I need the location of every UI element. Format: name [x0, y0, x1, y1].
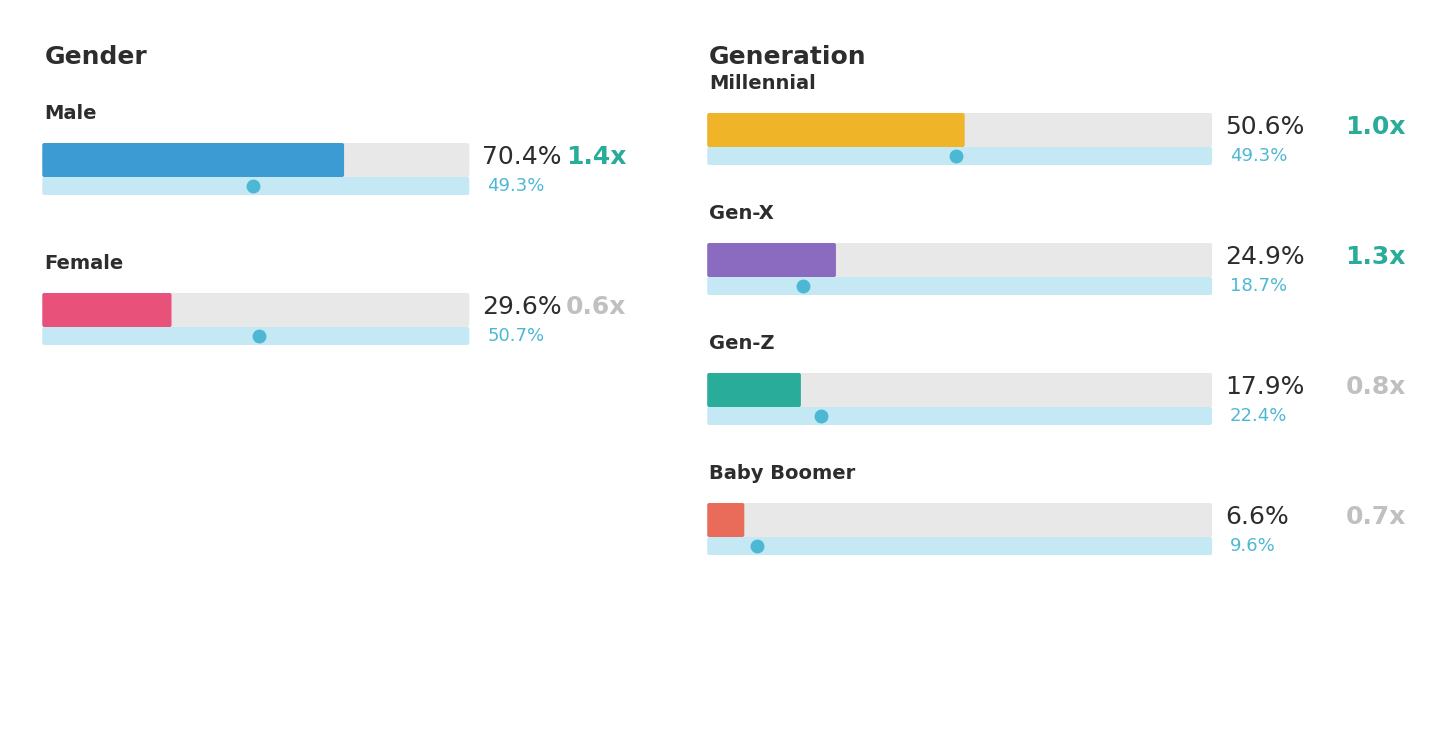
Text: Generation: Generation — [709, 45, 867, 69]
FancyBboxPatch shape — [708, 277, 1213, 295]
FancyBboxPatch shape — [708, 243, 1213, 277]
Text: 70.4%: 70.4% — [482, 145, 562, 169]
Text: 9.6%: 9.6% — [1230, 537, 1276, 555]
FancyBboxPatch shape — [43, 293, 469, 327]
Text: Female: Female — [44, 254, 123, 273]
FancyBboxPatch shape — [43, 293, 172, 327]
FancyBboxPatch shape — [708, 243, 837, 277]
Text: 49.3%: 49.3% — [1230, 147, 1287, 165]
Text: 18.7%: 18.7% — [1230, 277, 1287, 295]
Text: 1.3x: 1.3x — [1346, 245, 1406, 269]
FancyBboxPatch shape — [708, 113, 1213, 147]
Text: Gender: Gender — [44, 45, 147, 69]
FancyBboxPatch shape — [43, 177, 469, 195]
Text: Male: Male — [44, 104, 97, 123]
Text: 50.7%: 50.7% — [488, 327, 545, 345]
Text: 0.7x: 0.7x — [1346, 505, 1406, 529]
Text: 24.9%: 24.9% — [1226, 245, 1304, 269]
FancyBboxPatch shape — [708, 503, 744, 537]
Text: 17.9%: 17.9% — [1226, 375, 1304, 399]
FancyBboxPatch shape — [708, 147, 1213, 165]
FancyBboxPatch shape — [708, 503, 1213, 537]
Text: 22.4%: 22.4% — [1230, 407, 1287, 425]
Text: Gen-X: Gen-X — [709, 204, 774, 223]
FancyBboxPatch shape — [43, 143, 469, 177]
FancyBboxPatch shape — [43, 143, 345, 177]
FancyBboxPatch shape — [708, 373, 1213, 407]
Text: 6.6%: 6.6% — [1226, 505, 1288, 529]
Text: 0.6x: 0.6x — [566, 295, 626, 319]
Text: Gen-Z: Gen-Z — [709, 334, 775, 353]
Text: 29.6%: 29.6% — [482, 295, 562, 319]
FancyBboxPatch shape — [708, 537, 1213, 555]
Text: 50.6%: 50.6% — [1226, 115, 1304, 139]
Text: 1.0x: 1.0x — [1346, 115, 1406, 139]
Text: 1.4x: 1.4x — [566, 145, 626, 169]
FancyBboxPatch shape — [708, 407, 1213, 425]
Text: 0.8x: 0.8x — [1346, 375, 1406, 399]
Text: Millennial: Millennial — [709, 74, 817, 93]
Text: 49.3%: 49.3% — [488, 177, 545, 195]
FancyBboxPatch shape — [43, 327, 469, 345]
Text: Baby Boomer: Baby Boomer — [709, 464, 855, 483]
FancyBboxPatch shape — [708, 113, 965, 147]
FancyBboxPatch shape — [708, 373, 801, 407]
